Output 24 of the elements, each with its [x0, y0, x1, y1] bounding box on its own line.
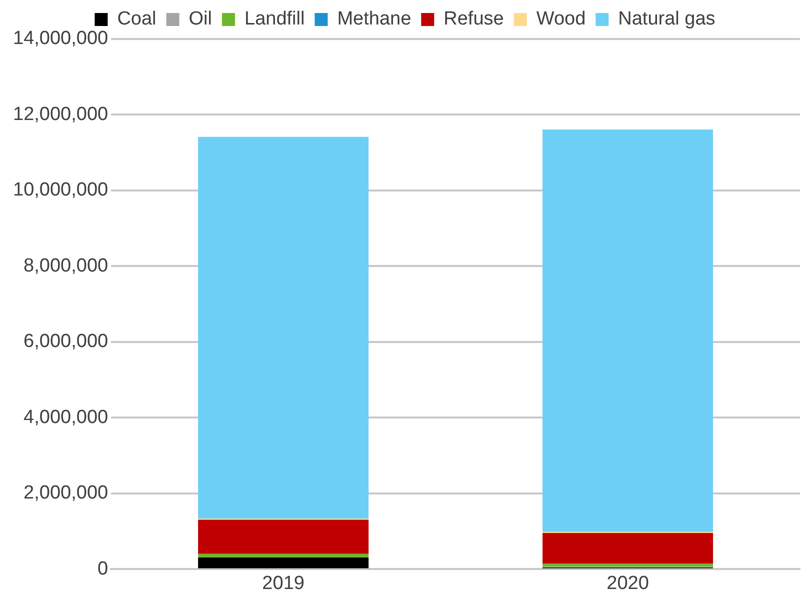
y-tick-label: 2,000,000	[24, 482, 108, 504]
y-tick-label: 14,000,000	[13, 28, 108, 50]
bar	[542, 130, 714, 532]
bar	[198, 520, 369, 554]
y-tick-label: 4,000,000	[24, 406, 108, 428]
bar	[198, 136, 369, 519]
x-tick-label: 2020	[606, 572, 649, 594]
legend-label: Coal	[117, 8, 156, 30]
y-tick-label: 0	[98, 558, 108, 580]
y-tick-label: 6,000,000	[24, 331, 108, 352]
legend-label: Landfill	[244, 8, 305, 30]
y-tick-label: 8,000,000	[24, 255, 108, 276]
legend-label: Wood	[536, 8, 586, 30]
bar	[542, 533, 714, 564]
x-tick-label: 2019	[262, 572, 304, 594]
bar	[198, 557, 369, 568]
legend-label: Methane	[337, 8, 412, 30]
bar	[198, 554, 369, 558]
legend-label: Oil	[188, 8, 212, 30]
legend-label: Natural gas	[618, 8, 716, 30]
y-tick-label: 10,000,000	[13, 180, 108, 201]
bar	[542, 564, 714, 567]
y-tick-label: 12,000,000	[13, 104, 108, 125]
legend-label: Refuse	[444, 8, 504, 30]
